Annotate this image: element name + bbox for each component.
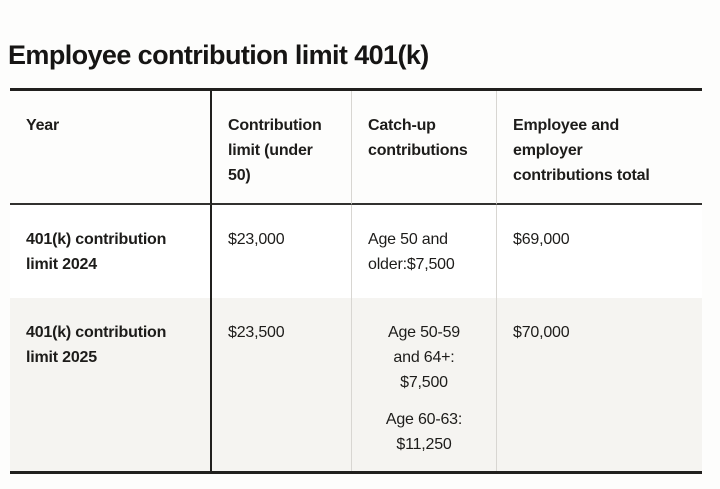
contribution-table: Year Contribution limit (under 50) Catch… <box>10 88 702 474</box>
cell-catch-up-2024: Age 50 and older:$7,500 <box>352 205 497 298</box>
cell-year-2024: 401(k) contribution limit 2024 <box>10 205 212 298</box>
column-header-label: Year <box>26 117 60 134</box>
total-value: $69,000 <box>513 231 570 248</box>
catch-up-value: Age 50 and older:$7,500 <box>368 231 455 273</box>
column-header-contribution-limit: Contribution limit (under 50) <box>212 91 352 205</box>
column-header-label: Catch-up contributions <box>368 117 468 159</box>
column-header-catch-up: Catch-up contributions <box>352 91 497 205</box>
column-header-label: Employee and employer contributions tota… <box>513 117 650 184</box>
limit-value: $23,500 <box>228 324 285 341</box>
row-label: 401(k) contribution limit 2024 <box>26 231 167 273</box>
column-header-year: Year <box>10 91 212 205</box>
limit-value: $23,000 <box>228 231 285 248</box>
cell-total-2025: $70,000 <box>497 298 702 471</box>
column-header-label: Contribution limit (under 50) <box>228 117 322 184</box>
total-value: $70,000 <box>513 324 570 341</box>
cell-total-2024: $69,000 <box>497 205 702 298</box>
cell-year-2025: 401(k) contribution limit 2025 <box>10 298 212 471</box>
page-title: Employee contribution limit 401(k) <box>8 40 429 71</box>
catch-up-value: Age 60-63: $11,250 <box>385 411 463 453</box>
column-header-total: Employee and employer contributions tota… <box>497 91 702 205</box>
cell-limit-2025: $23,500 <box>212 298 352 471</box>
catch-up-value: Age 50-59 and 64+: $7,500 <box>387 324 461 391</box>
row-label: 401(k) contribution limit 2025 <box>26 324 167 366</box>
cell-limit-2024: $23,000 <box>212 205 352 298</box>
cell-catch-up-2025: Age 50-59 and 64+: $7,500 Age 60-63: $11… <box>352 298 497 471</box>
